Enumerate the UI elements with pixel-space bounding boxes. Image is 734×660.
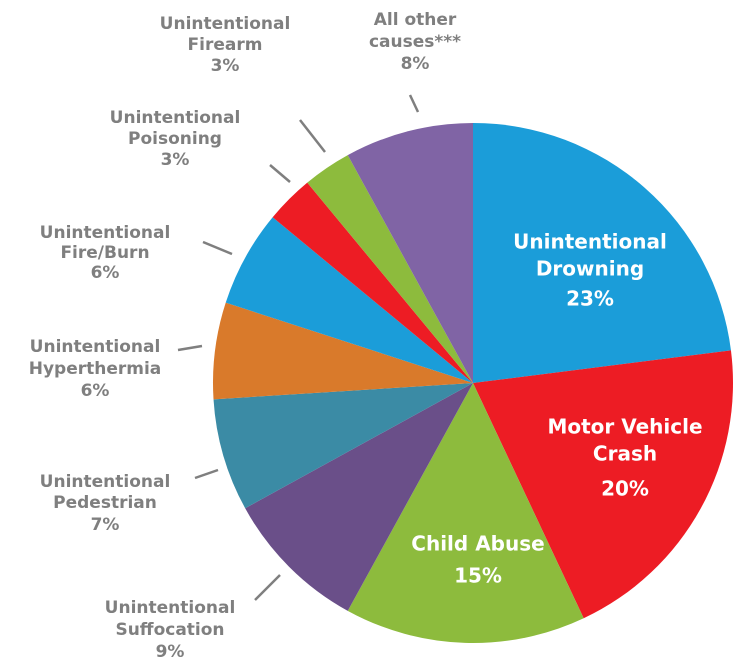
- slice-label: Suffocation: [115, 620, 224, 640]
- value-label: 9%: [156, 642, 185, 660]
- pie-slice: [213, 302, 473, 400]
- slice-label: Pedestrian: [53, 493, 157, 513]
- slice-label: Fire/Burn: [60, 243, 149, 263]
- leader-line: [177, 344, 203, 352]
- slice-label: Firearm: [188, 35, 263, 55]
- leader-line: [299, 119, 326, 153]
- pie-slice: [473, 123, 731, 383]
- pie-slice: [272, 182, 473, 383]
- slice-label: Unintentional: [105, 598, 236, 618]
- value-label: 15%: [454, 564, 502, 588]
- slice-label: Hyperthermia: [29, 359, 162, 379]
- pie-slice: [347, 123, 473, 383]
- slice-label: Unintentional: [40, 223, 171, 243]
- slice-label: Child Abuse: [411, 532, 544, 556]
- slice-label: Unintentional: [110, 108, 241, 128]
- slice-label: Drowning: [536, 257, 644, 281]
- leader-line: [202, 240, 233, 256]
- pie-slice: [225, 217, 473, 383]
- slice-label: Motor Vehicle: [547, 415, 702, 439]
- leader-line: [254, 574, 281, 601]
- slice-label: All other: [374, 10, 457, 30]
- slice-label: Unintentional: [160, 14, 291, 34]
- pie-slice: [213, 383, 473, 509]
- pie-slice: [473, 350, 733, 619]
- value-label: 23%: [566, 287, 614, 311]
- pie-slice: [347, 383, 584, 643]
- value-label: 20%: [601, 477, 649, 501]
- pie-slice: [307, 155, 473, 383]
- slice-label: Crash: [593, 442, 657, 466]
- pie-slice: [245, 383, 473, 611]
- value-label: 3%: [211, 56, 240, 76]
- slice-label: causes***: [369, 32, 461, 52]
- leader-line: [194, 468, 219, 480]
- slice-label: Poisoning: [128, 129, 222, 149]
- value-label: 7%: [91, 515, 120, 535]
- leader-line: [269, 164, 291, 183]
- slice-label: Unintentional: [513, 230, 667, 254]
- value-label: 8%: [401, 54, 430, 74]
- value-label: 6%: [91, 263, 120, 283]
- slice-label: Unintentional: [40, 472, 171, 492]
- value-label: 6%: [81, 381, 110, 401]
- value-label: 3%: [161, 150, 190, 170]
- leader-line: [408, 94, 420, 113]
- slice-label: Unintentional: [30, 337, 161, 357]
